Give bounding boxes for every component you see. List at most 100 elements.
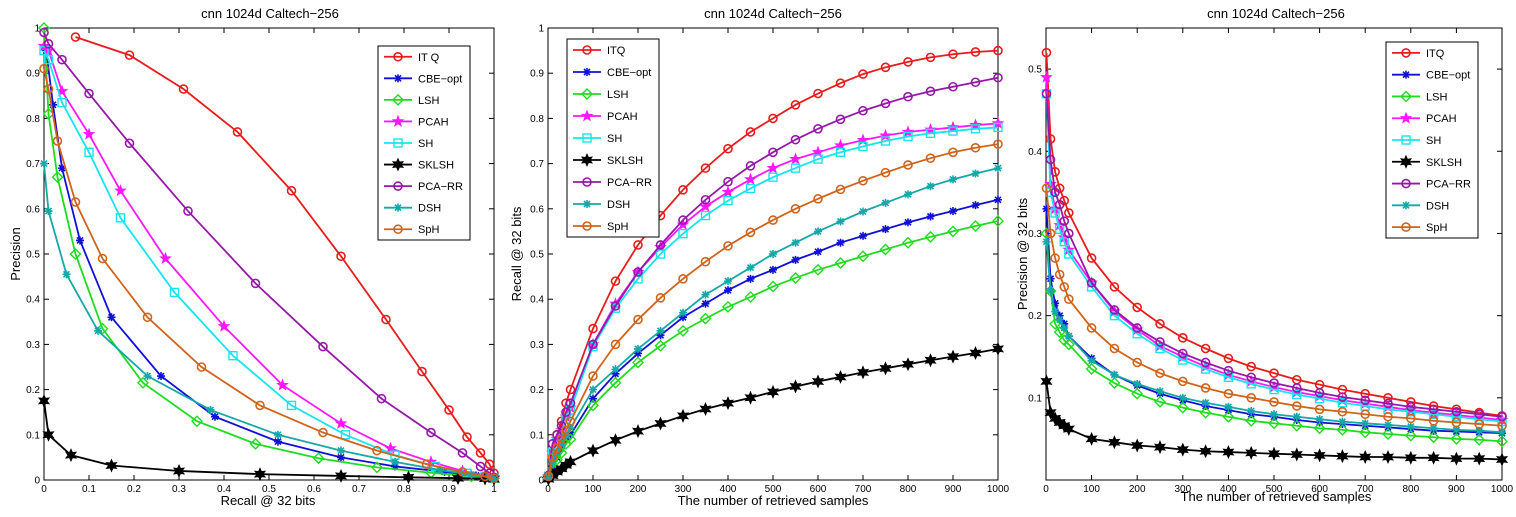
y-tick-label: 0.3 — [1028, 229, 1042, 240]
data-point — [722, 300, 734, 313]
data-point — [544, 473, 553, 482]
data-point — [1290, 447, 1303, 462]
data-point — [811, 374, 825, 389]
series-pca-rr — [39, 27, 499, 483]
data-point — [721, 396, 735, 411]
data-point — [475, 448, 486, 458]
series-sph — [1041, 183, 1507, 431]
data-point — [656, 326, 665, 335]
data-point — [1381, 449, 1395, 464]
data-point — [925, 153, 936, 163]
legend-label: PCA−RR — [418, 181, 463, 193]
x-tick-label: 300 — [1174, 484, 1191, 495]
data-point — [1132, 302, 1142, 313]
legend-label: PCA−RR — [1426, 179, 1471, 191]
data-point — [1292, 389, 1302, 400]
data-point — [1496, 435, 1508, 448]
data-point — [484, 459, 495, 469]
data-point — [547, 452, 558, 463]
series-pca-rr — [543, 72, 1003, 481]
panel-recall-vs-retrieved: cnn 1024d Caltech−256 The number of retr… — [509, 6, 1010, 508]
data-point — [1359, 426, 1372, 439]
data-point — [1223, 353, 1234, 364]
data-point — [813, 154, 823, 164]
data-point — [1359, 449, 1372, 464]
data-point — [993, 72, 1003, 83]
data-point — [1064, 208, 1074, 218]
data-point — [1338, 417, 1347, 426]
x-tick-label: 0.8 — [397, 484, 411, 495]
data-point — [926, 182, 935, 191]
legend-item: PCAH — [384, 114, 449, 128]
data-point — [1246, 379, 1256, 389]
legend-marker — [392, 93, 404, 106]
data-point — [768, 113, 778, 124]
data-point — [462, 432, 472, 442]
data-point — [1246, 372, 1256, 383]
data-point — [1200, 364, 1211, 374]
data-point — [969, 219, 982, 232]
x-tick-label: 0.7 — [352, 484, 366, 495]
data-point — [904, 218, 912, 227]
data-point — [39, 63, 49, 74]
data-point — [924, 353, 937, 368]
data-point — [631, 424, 645, 439]
x-tick-label: 400 — [720, 484, 737, 495]
data-point — [565, 384, 576, 395]
data-point — [1040, 70, 1053, 83]
legend: IT Q CBE−opt LSH PCAH SH SKLSH PCA−RR DSH SpH — [377, 45, 471, 241]
data-point — [69, 248, 82, 260]
data-point — [1064, 332, 1073, 341]
legend-marker — [391, 114, 405, 127]
legend-item: SH — [1392, 135, 1441, 147]
data-point — [836, 217, 845, 226]
data-point — [1383, 411, 1393, 422]
data-point — [835, 147, 846, 158]
data-point — [1040, 374, 1053, 389]
data-point — [970, 142, 981, 153]
data-point — [191, 415, 203, 428]
x-tick-label: 700 — [855, 484, 872, 495]
data-point — [391, 457, 399, 466]
data-point — [1497, 411, 1507, 422]
data-point — [1406, 407, 1416, 417]
data-point — [970, 77, 981, 88]
data-point — [994, 164, 1002, 173]
data-point — [337, 453, 345, 462]
data-point — [948, 147, 958, 158]
x-tick-label: 600 — [1311, 484, 1328, 495]
data-point — [654, 339, 667, 352]
data-point — [723, 195, 733, 206]
x-tick-label: 0.5 — [262, 484, 276, 495]
data-point — [971, 169, 980, 178]
data-point — [1132, 357, 1142, 368]
data-point — [1450, 451, 1463, 466]
data-point — [1245, 445, 1258, 460]
data-point — [58, 164, 66, 173]
x-tick-label: 400 — [1220, 484, 1237, 495]
data-point — [1200, 383, 1211, 393]
data-point — [768, 215, 778, 225]
data-point — [1051, 299, 1060, 308]
legend-label: SKLSH — [1426, 157, 1462, 169]
legend-marker — [393, 138, 403, 148]
data-point — [1337, 392, 1348, 402]
data-point — [1406, 413, 1416, 424]
data-point — [1046, 286, 1055, 295]
data-point — [948, 81, 958, 92]
legend-marker — [582, 133, 592, 143]
legend-label: SpH — [1426, 222, 1447, 234]
y-tick-label: 0.4 — [530, 295, 544, 306]
data-point — [1064, 294, 1074, 305]
legend-item: LSH — [384, 93, 439, 107]
data-point — [1051, 307, 1060, 316]
data-point — [84, 88, 94, 99]
x-tick-label: 100 — [1083, 484, 1100, 495]
legend-marker — [1400, 90, 1412, 103]
data-point — [766, 161, 780, 174]
data-point — [1337, 398, 1348, 408]
data-point — [1314, 404, 1325, 415]
data-point — [372, 445, 382, 456]
data-point — [1270, 410, 1278, 419]
data-point — [858, 69, 868, 79]
